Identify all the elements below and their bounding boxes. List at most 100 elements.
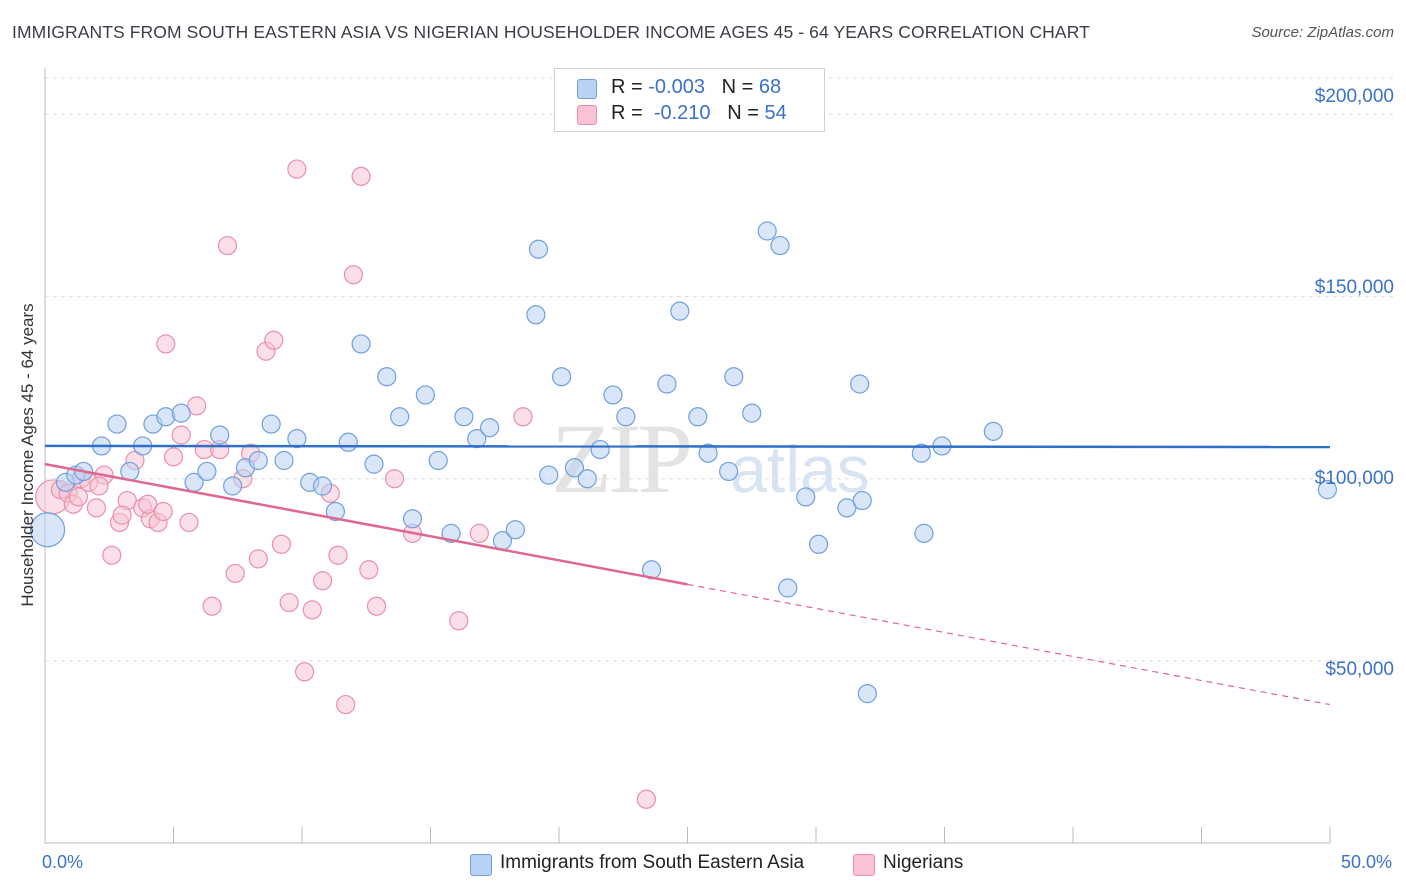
sea-point (377, 367, 397, 387)
series-label-nigerians: Nigerians (883, 852, 964, 873)
sea-point (197, 461, 217, 482)
sea-point (657, 374, 677, 394)
nigerians-point (351, 166, 371, 186)
sea-point (603, 385, 623, 405)
axes (44, 68, 1331, 844)
y-tick-label-200000: $200,000 (1314, 86, 1394, 107)
nigerians-point (202, 596, 222, 616)
legend-n-value-blue: 68 (758, 76, 782, 98)
sea-point (778, 578, 798, 598)
sea-point (325, 501, 346, 522)
legend-r-label-blue: R = (611, 76, 643, 98)
nigerians-point (271, 534, 292, 554)
sea-point (274, 450, 294, 471)
sea-trend-line (44, 444, 1331, 449)
sea-point (287, 429, 307, 449)
sea-point (1317, 480, 1338, 500)
legend-n-label-blue: N = (721, 76, 754, 98)
sea-point (796, 487, 816, 507)
sea-point (688, 407, 708, 427)
sea-point (505, 520, 525, 540)
legend-r-value-pink: -0.210 (653, 102, 711, 124)
sea-point (351, 334, 371, 354)
nigerians-point (153, 501, 173, 522)
nigerians-point (302, 600, 322, 620)
series-label-sea: Immigrants from South Eastern Asia (500, 852, 805, 873)
sea-point (551, 367, 572, 387)
sea-points (29, 221, 1338, 704)
nigerians-point (171, 425, 191, 445)
sea-point (850, 374, 870, 394)
nigerians-point (279, 592, 299, 613)
correlation-legend: R = -0.003 N = 68 R = -0.210 N = 54 (554, 68, 825, 132)
sea-point (338, 432, 358, 452)
sea-point (852, 490, 872, 511)
series-swatch-nigerians (853, 854, 875, 876)
sea-point (171, 403, 191, 423)
sea-point (528, 239, 549, 259)
x-tick-label-max: 50.0% (1340, 852, 1392, 872)
sea-point (719, 461, 739, 482)
sea-point (724, 367, 744, 387)
nigerians-point (469, 523, 489, 543)
nigerians-point (102, 545, 122, 565)
y-tick-label-50000: $50,000 (1325, 659, 1394, 680)
nigerians-point (86, 498, 107, 518)
nigerians-point (336, 694, 356, 715)
nigerians-point (68, 487, 89, 507)
legend-text-pink: R = -0.210 N = 54 (611, 102, 787, 125)
sea-point (670, 301, 690, 321)
nigerians-point (187, 396, 207, 416)
source-label: Source: ZipAtlas.com (1251, 24, 1394, 41)
sea-point (248, 450, 268, 471)
nigerians-point (328, 545, 348, 565)
legend-swatch-blue (577, 79, 597, 99)
nigerians-point (163, 447, 184, 467)
sea-point (467, 429, 487, 449)
x-tick-label-min: 0.0% (42, 852, 84, 872)
sea-point (808, 534, 829, 554)
sea-point (539, 465, 559, 485)
sea-point (441, 523, 461, 543)
legend-n-label-pink: N = (727, 102, 759, 124)
sea-point (107, 414, 127, 434)
sea-point (415, 385, 435, 405)
nigerians-point (112, 505, 132, 525)
y-axis-label: Householder Income Ages 45 - 64 years (18, 303, 37, 607)
legend-r-value-blue: -0.003 (648, 76, 705, 98)
nigerians-point (138, 494, 158, 514)
nigerians-point (217, 235, 238, 256)
sea-point (590, 439, 610, 460)
nigerians-point (264, 330, 284, 350)
sea-point (261, 414, 281, 434)
nigerians-trend-extension (687, 583, 1331, 706)
sea-point (454, 407, 474, 427)
sea-point (480, 418, 500, 438)
sea-point (698, 443, 718, 463)
series-swatch-sea (470, 854, 492, 876)
nigerians-point (179, 512, 199, 533)
sea-point (770, 235, 790, 256)
sea-point (526, 305, 546, 325)
gridlines (45, 77, 1395, 662)
nigerians-point (294, 662, 315, 682)
nigerians-trend-line (44, 462, 688, 586)
sea-point (223, 476, 243, 496)
nigerians-point (248, 549, 268, 569)
y-tick-label-100000: $100,000 (1314, 468, 1394, 489)
nigerians-point (636, 789, 656, 809)
sea-point (29, 512, 66, 548)
sea-point (312, 476, 333, 496)
nigerians-point (513, 407, 533, 427)
legend-text-blue: R = -0.003 N = 68 (611, 76, 781, 99)
legend-swatch-pink (577, 105, 597, 125)
sea-point (564, 458, 585, 478)
sea-point (742, 403, 762, 423)
sea-point (210, 425, 230, 445)
trend-lines (44, 444, 1331, 706)
sea-point (857, 684, 878, 704)
nigerians-point (343, 265, 363, 285)
legend-r-label-pink: R = (611, 102, 643, 124)
chart-title: IMMIGRANTS FROM SOUTH EASTERN ASIA VS NI… (12, 22, 1090, 42)
